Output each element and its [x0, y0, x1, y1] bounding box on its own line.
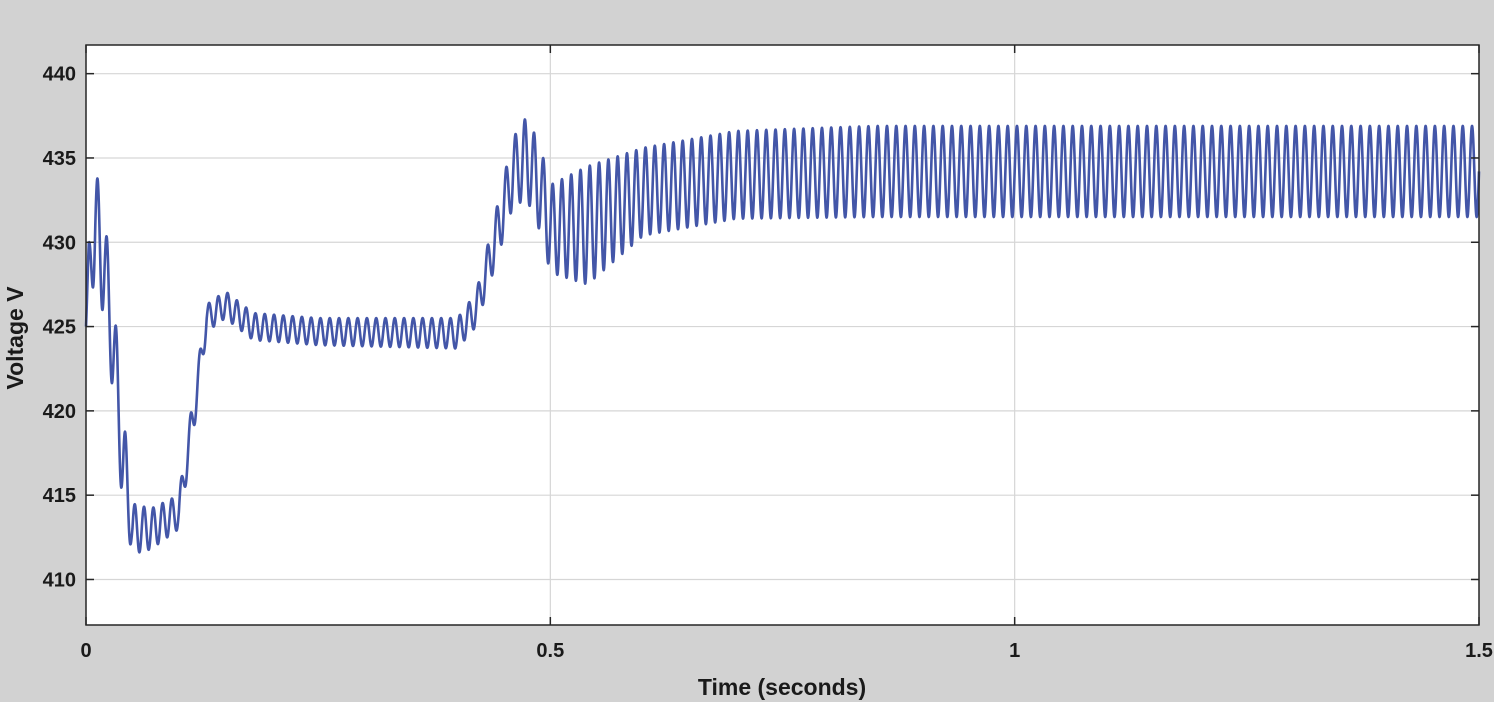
x-axis-title: Time (seconds) [698, 674, 866, 700]
grid-lines [86, 45, 1479, 625]
x-tick-label: 0 [80, 640, 91, 662]
y-tick-labels: 410 415 420 425 430 435 440 [43, 64, 76, 592]
x-tick-label: 1.5 [1465, 640, 1493, 662]
voltage-series-line [84, 118, 1481, 554]
tick-marks [85, 45, 1480, 625]
x-tick-labels: 0 0.5 1 1.5 [80, 640, 1492, 662]
series-layer [84, 118, 1481, 554]
y-tick-label: 430 [43, 232, 76, 254]
y-tick-label: 425 [43, 317, 76, 339]
y-tick-label: 440 [43, 64, 76, 86]
y-axis-title: Voltage V [2, 286, 28, 390]
y-tick-label: 415 [43, 485, 76, 507]
x-tick-label: 1 [1009, 640, 1020, 662]
x-tick-label: 0.5 [536, 640, 564, 662]
y-tick-label: 420 [43, 401, 76, 423]
y-tick-label: 435 [43, 148, 76, 170]
y-tick-label: 410 [43, 569, 76, 591]
plot-frame [85, 44, 1480, 626]
